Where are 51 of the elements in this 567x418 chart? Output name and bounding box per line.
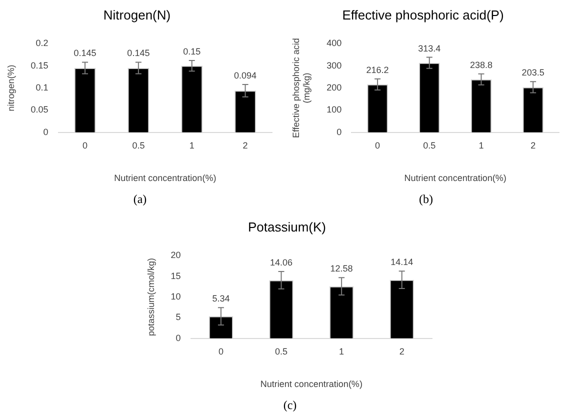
data-label: 5.34: [212, 294, 230, 304]
data-label: 12.58: [330, 264, 353, 274]
data-label: 0.145: [127, 48, 150, 58]
x-tick-label: 1: [339, 346, 344, 356]
y-tick-label: 0.05: [30, 104, 48, 115]
y-tick-label: 20: [170, 250, 181, 260]
data-label: 216.2: [366, 64, 389, 75]
y-tick-label: 300: [326, 60, 342, 70]
data-label: 313.4: [418, 43, 441, 54]
y-tick-label: 0: [43, 126, 48, 137]
y-tick-label: 15: [170, 270, 181, 281]
x-tick-label: 0: [375, 140, 380, 150]
y-tick-label: 0.1: [36, 82, 48, 92]
x-tick-label: 0.5: [423, 140, 436, 150]
data-label: 203.5: [522, 68, 544, 78]
x-tick-label: 0: [218, 346, 224, 356]
x-tick-label: 2: [242, 140, 248, 150]
x-axis-title: Nutrient concentration(%): [114, 173, 216, 184]
y-tick-label: 0.2: [36, 38, 48, 48]
x-tick-label: 2: [399, 346, 404, 356]
x-axis-title: Nutrient concentration(%): [404, 173, 506, 184]
data-label: 14.14: [390, 257, 414, 268]
x-tick-label: 1: [189, 140, 194, 150]
y-tick-label: 0: [336, 126, 342, 137]
y-tick-label: 400: [326, 38, 342, 48]
y-tick-label: 0.15: [30, 60, 48, 70]
y-axis-title: potassium(cmol/kg): [146, 258, 156, 336]
x-tick-label: 0.5: [132, 140, 145, 150]
y-tick-label: 5: [176, 312, 181, 322]
text: (c): [282, 398, 298, 413]
x-tick-label: 0.5: [275, 346, 288, 356]
x-tick-label: 2: [530, 140, 536, 150]
data-label: 14.06: [270, 257, 293, 268]
x-tick-label: 1: [478, 140, 484, 150]
chart-title: Effective phosphoric acid(P): [342, 7, 504, 22]
y-tick-label: 10: [170, 291, 181, 302]
y-tick-label: 200: [326, 82, 342, 92]
x-tick-label: 0: [82, 140, 88, 150]
data-label: 0.145: [74, 48, 96, 58]
y-tick-label: 100: [326, 104, 342, 115]
text: (a): [132, 192, 148, 207]
x-axis-title: Nutrient concentration(%): [260, 379, 362, 390]
chart-title: Potassium(K): [248, 219, 326, 234]
y-tick-label: 0: [176, 332, 181, 343]
chart-title: Nitrogen(N): [103, 7, 171, 22]
data-label: 0.094: [234, 70, 257, 80]
data-label: 238.8: [470, 60, 492, 70]
y-axis-title: Effective phosphoric acid (mg/kg): [290, 38, 312, 138]
text: (b): [418, 192, 434, 207]
y-axis-title: nitrogen(%): [6, 64, 16, 112]
data-label: 0.15: [183, 46, 201, 56]
